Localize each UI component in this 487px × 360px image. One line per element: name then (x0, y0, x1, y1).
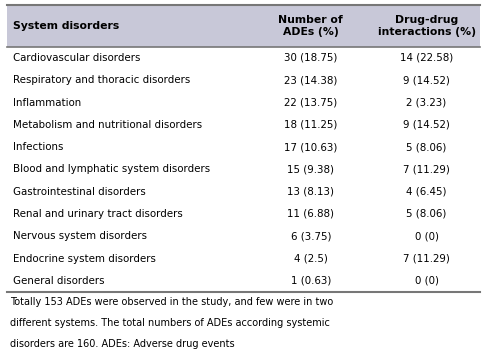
Text: 13 (8.13): 13 (8.13) (287, 187, 334, 197)
Bar (7, 5, 480, 47)
Text: 4 (2.5): 4 (2.5) (294, 253, 328, 264)
Text: Infections: Infections (13, 142, 63, 152)
Text: Number of
ADEs (%): Number of ADEs (%) (279, 15, 343, 37)
Text: Nervous system disorders: Nervous system disorders (13, 231, 147, 241)
Text: 23 (14.38): 23 (14.38) (284, 75, 337, 85)
Text: 22 (13.75): 22 (13.75) (284, 98, 337, 108)
Text: 11 (6.88): 11 (6.88) (287, 209, 334, 219)
Text: 14 (22.58): 14 (22.58) (400, 53, 453, 63)
Text: 7 (11.29): 7 (11.29) (403, 253, 450, 264)
Text: Drug-drug
interactions (%): Drug-drug interactions (%) (377, 15, 475, 37)
Text: Totally 153 ADEs were observed in the study, and few were in two: Totally 153 ADEs were observed in the st… (10, 297, 333, 307)
Text: 1 (0.63): 1 (0.63) (291, 276, 331, 286)
Text: General disorders: General disorders (13, 276, 105, 286)
Text: 4 (6.45): 4 (6.45) (406, 187, 447, 197)
Text: Renal and urinary tract disorders: Renal and urinary tract disorders (13, 209, 183, 219)
Text: 9 (14.52): 9 (14.52) (403, 120, 450, 130)
Text: Gastrointestinal disorders: Gastrointestinal disorders (13, 187, 146, 197)
Text: 15 (9.38): 15 (9.38) (287, 165, 334, 174)
Text: Cardiovascular disorders: Cardiovascular disorders (13, 53, 141, 63)
Text: Metabolism and nutritional disorders: Metabolism and nutritional disorders (13, 120, 202, 130)
Text: System disorders: System disorders (13, 21, 119, 31)
Text: Inflammation: Inflammation (13, 98, 81, 108)
Text: 5 (8.06): 5 (8.06) (406, 142, 447, 152)
Text: 9 (14.52): 9 (14.52) (403, 75, 450, 85)
Text: Endocrine system disorders: Endocrine system disorders (13, 253, 156, 264)
Text: 2 (3.23): 2 (3.23) (407, 98, 447, 108)
Text: 17 (10.63): 17 (10.63) (284, 142, 337, 152)
Text: 5 (8.06): 5 (8.06) (406, 209, 447, 219)
Text: 7 (11.29): 7 (11.29) (403, 165, 450, 174)
Text: 30 (18.75): 30 (18.75) (284, 53, 337, 63)
Text: 18 (11.25): 18 (11.25) (284, 120, 337, 130)
Text: Blood and lymphatic system disorders: Blood and lymphatic system disorders (13, 165, 210, 174)
Text: disorders are 160. ADEs: Adverse drug events: disorders are 160. ADEs: Adverse drug ev… (10, 339, 234, 349)
Text: different systems. The total numbers of ADEs according systemic: different systems. The total numbers of … (10, 318, 330, 328)
Text: 6 (3.75): 6 (3.75) (291, 231, 331, 241)
Text: Respiratory and thoracic disorders: Respiratory and thoracic disorders (13, 75, 190, 85)
Text: 0 (0): 0 (0) (414, 276, 439, 286)
Text: 0 (0): 0 (0) (414, 231, 439, 241)
